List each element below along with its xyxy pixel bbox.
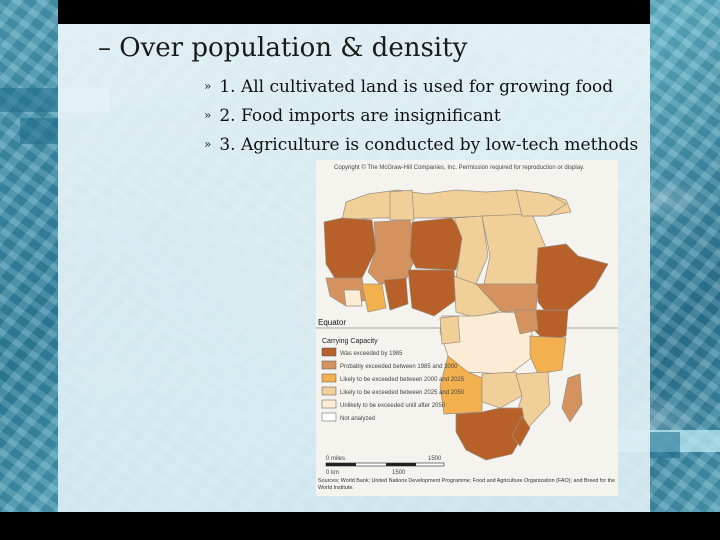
legend-label: Unlikely to be exceeded until after 2050	[340, 403, 446, 409]
bullet-marker: »	[204, 79, 212, 93]
bullet-marker: »	[204, 108, 212, 122]
bullet-item: » 3. Agriculture is conducted by low-tech…	[204, 130, 638, 159]
legend-swatch	[321, 399, 337, 409]
map-region-madagascar	[561, 373, 583, 423]
legend-swatch	[321, 373, 337, 383]
map-region	[389, 189, 415, 221]
map-region	[361, 283, 387, 313]
bottom-black-bar	[0, 512, 720, 540]
bullet-item: » 2. Food imports are insignificant	[204, 101, 638, 130]
scale-bar-segment	[326, 463, 356, 466]
map-source-wrap: Sources: World Bank; United Nations Deve…	[318, 478, 616, 491]
legend-label: Likely to be exceeded between 2000 and 2…	[340, 377, 465, 383]
legend-title: Carrying Capacity	[322, 338, 378, 345]
bullet-text: 3. Agriculture is conducted by low-tech …	[219, 135, 639, 155]
top-black-bar	[58, 0, 650, 24]
map-legend: Carrying Capacity Was exceeded by 1985 P…	[321, 338, 465, 422]
map-region	[535, 243, 609, 321]
bullet-text: 2. Food imports are insignificant	[219, 106, 501, 126]
map-scale-bar: 0 miles 1500 0 km 1500	[325, 456, 445, 476]
scale-miles-label: 0 miles	[326, 456, 345, 462]
bullet-text: 1. All cultivated land is used for growi…	[219, 77, 614, 97]
map-region	[407, 269, 457, 317]
legend-swatch	[321, 360, 337, 370]
deco-block	[648, 432, 680, 458]
scale-miles-value: 1500	[428, 456, 442, 462]
map-copyright: Copyright © The McGraw-Hill Companies, I…	[334, 164, 585, 171]
map-source: Sources: World Bank; United Nations Deve…	[318, 478, 616, 491]
legend-label: Likely to be exceeded between 2025 and 2…	[340, 390, 465, 396]
map-region	[529, 335, 567, 375]
map-region	[323, 217, 377, 281]
map-region	[383, 277, 409, 311]
map-region	[343, 289, 363, 307]
scale-bar-segment	[386, 463, 416, 466]
africa-map: .st { stroke: #9a8f82; stroke-width: 0.7…	[316, 160, 618, 496]
scale-km-label: 0 km	[326, 470, 339, 476]
equator-label: Equator	[318, 318, 346, 327]
scale-km-value: 1500	[392, 470, 406, 476]
deco-block	[0, 88, 58, 112]
bullet-marker: »	[204, 137, 212, 151]
map-region	[513, 309, 539, 335]
map-region	[481, 371, 523, 409]
legend-swatch	[321, 412, 337, 422]
legend-label: Was exceeded by 1985	[340, 351, 403, 357]
slide-heading: – Over population & density	[98, 33, 468, 63]
map-graphic: .st { stroke: #9a8f82; stroke-width: 0.7…	[316, 164, 618, 491]
map-region	[409, 217, 465, 271]
legend-swatch	[321, 386, 337, 396]
map-region	[511, 415, 531, 447]
legend-label: Probably exceeded between 1985 and 2000	[340, 364, 458, 370]
legend-label: Not analyzed	[340, 416, 375, 422]
bullet-list: » 1. All cultivated land is used for grow…	[204, 72, 638, 159]
map-region	[515, 189, 567, 217]
bullet-item: » 1. All cultivated land is used for grow…	[204, 72, 638, 101]
legend-swatch	[321, 347, 337, 357]
map-region	[439, 315, 461, 345]
